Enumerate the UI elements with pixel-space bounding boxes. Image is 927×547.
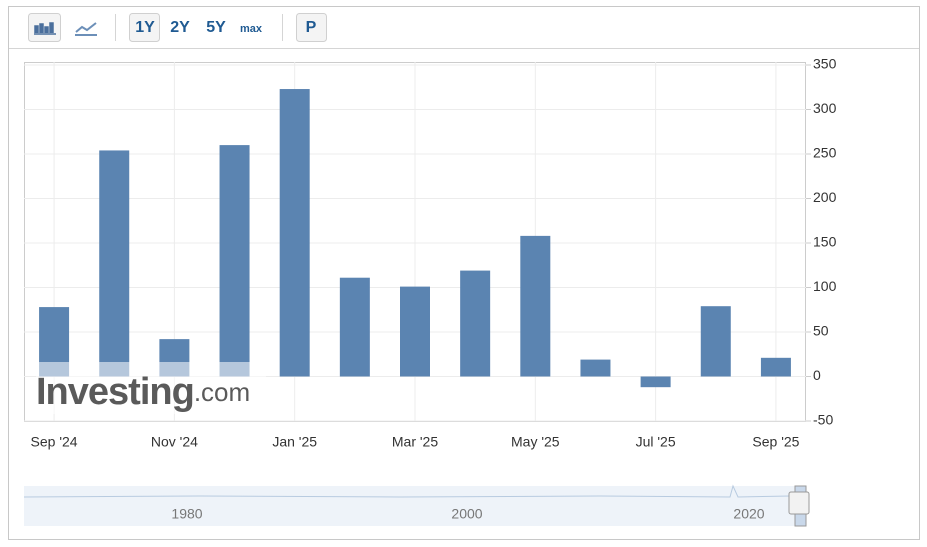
x-tick-label: Mar '25 (392, 434, 438, 450)
navigator-grip[interactable] (788, 491, 810, 515)
y-tick-label: 0 (813, 367, 821, 383)
y-tick-label: 200 (813, 189, 837, 205)
navigator-label: 2000 (451, 506, 482, 522)
y-tick-label: 350 (813, 56, 837, 72)
y-tick-label: 150 (813, 234, 837, 250)
navigator-line (23, 484, 791, 498)
bar (760, 357, 791, 377)
range-button[interactable]: max (240, 23, 263, 35)
y-tick-label: 50 (813, 323, 829, 339)
y-tick-label: 250 (813, 145, 837, 161)
bar-chart-button[interactable] (28, 13, 61, 42)
logo-main: Investing (36, 371, 194, 413)
x-tick-label: Jul '25 (636, 434, 676, 450)
selected-range[interactable] (129, 13, 160, 42)
range-button[interactable]: 1Y (135, 19, 155, 36)
bar (460, 270, 491, 377)
bar (400, 286, 430, 377)
navigator-label: 1980 (171, 506, 202, 522)
logo: Investing.com (36, 371, 250, 413)
bar (640, 376, 671, 388)
range-button[interactable]: 2Y (170, 19, 190, 36)
line-icon (75, 22, 97, 36)
line-chart-button[interactable] (75, 22, 97, 36)
x-tick-label: Nov '24 (151, 434, 198, 450)
navigator-bg (24, 486, 806, 526)
logo-suffix: .com (194, 377, 250, 407)
x-tick-label: Jan '25 (272, 434, 317, 450)
period-button-bg[interactable] (296, 13, 327, 42)
bar-icon (34, 22, 56, 35)
range-button[interactable]: 5Y (206, 19, 226, 36)
x-tick-label: Sep '25 (752, 434, 799, 450)
bar (580, 359, 611, 377)
bar (99, 150, 130, 377)
navigator-label: 2020 (733, 506, 764, 522)
bar (700, 306, 731, 377)
bar (520, 235, 551, 377)
period-button[interactable]: P (306, 19, 317, 36)
logo-backdrop (36, 362, 266, 414)
y-tick-label: -50 (813, 412, 833, 428)
bar (279, 89, 310, 377)
bar (219, 145, 250, 377)
x-tick-label: Sep '24 (31, 434, 78, 450)
y-tick-label: 300 (813, 100, 837, 116)
x-tick-label: May '25 (511, 434, 560, 450)
y-tick-label: 100 (813, 278, 837, 294)
bar (339, 277, 370, 377)
navigator: 1980 2000 2020 (23, 484, 810, 527)
